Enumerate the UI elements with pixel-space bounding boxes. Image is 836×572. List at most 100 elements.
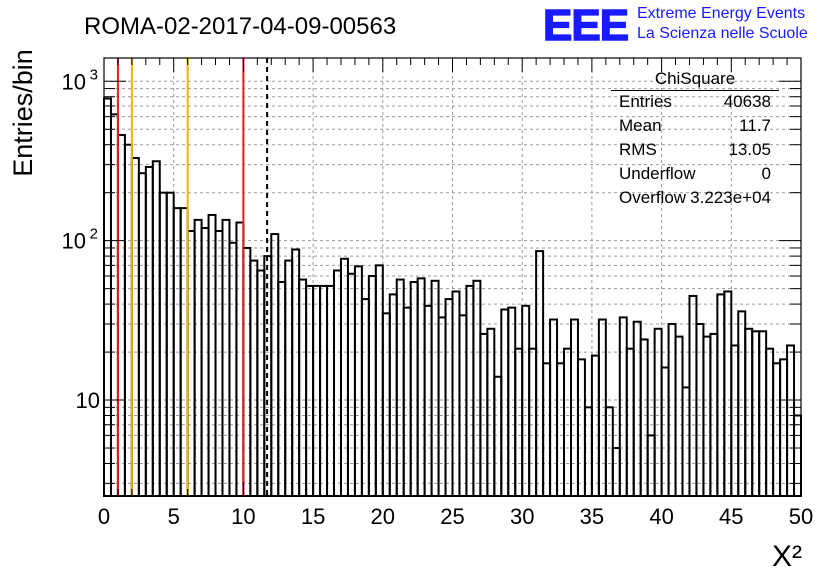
- histogram-bar: [535, 250, 545, 497]
- histogram-bar: [444, 298, 454, 497]
- x-tick-label: 20: [371, 504, 395, 529]
- x-tick-label: 35: [580, 504, 604, 529]
- histogram-bar: [353, 265, 363, 497]
- histogram-bar: [730, 344, 740, 497]
- y-tick-label: 10: [76, 388, 100, 413]
- stats-row-rms: RMS 13.05: [619, 140, 771, 164]
- histogram-bar: [639, 338, 649, 497]
- histogram-bar: [451, 290, 461, 497]
- histogram-bar: [758, 330, 768, 497]
- y-axis-label: Entries/bin: [8, 49, 38, 177]
- histogram-bar: [270, 233, 280, 497]
- histogram-bar: [207, 213, 217, 498]
- stats-box-title: ChiSquare: [654, 69, 736, 88]
- axes: [103, 57, 802, 497]
- histogram-bar: [486, 327, 496, 498]
- eee-logo-mark: EEE: [542, 0, 630, 51]
- histogram-bar: [660, 366, 670, 497]
- logo-line-2: La Scienza nelle Scuole: [637, 25, 808, 42]
- histogram-bar: [521, 304, 531, 497]
- histogram-bar: [618, 316, 628, 497]
- histogram-bar: [737, 310, 747, 498]
- histogram-bar: [723, 290, 733, 497]
- histogram-bar: [779, 358, 789, 497]
- histogram-bar: [312, 284, 322, 498]
- stats-label: Underflow: [619, 164, 696, 183]
- histogram-bar: [326, 284, 336, 498]
- histogram-bar: [193, 218, 203, 497]
- histogram-bar: [681, 386, 691, 498]
- histogram-bar: [556, 362, 566, 498]
- histogram-bar: [437, 316, 447, 497]
- histogram-bar: [695, 323, 705, 497]
- histogram-bar: [458, 314, 468, 498]
- stats-row-overflow: Overflow 3.223e+04: [619, 188, 771, 212]
- histogram-bar: [646, 434, 656, 498]
- histogram-bar: [674, 335, 684, 497]
- histogram-bar: [625, 347, 635, 497]
- histogram-bar: [123, 143, 133, 497]
- stats-value: 3.223e+04: [690, 188, 771, 207]
- stats-label: Overflow: [619, 188, 687, 207]
- x-tick-label: 10: [231, 504, 255, 529]
- histogram-bar: [360, 298, 370, 497]
- histogram-bar: [667, 323, 677, 497]
- stats-box: ChiSquare Entries 40638 Mean 11.7 RMS 13.05…: [611, 66, 779, 212]
- histogram-bar: [228, 241, 238, 497]
- histogram-bar: [563, 347, 572, 497]
- eee-logo: EEE: [542, 0, 633, 51]
- histogram-bar: [702, 335, 712, 497]
- histogram-bar: [751, 330, 761, 497]
- histogram-bar: [772, 362, 782, 498]
- x-tick-label: 15: [301, 504, 325, 529]
- histogram-bar: [305, 284, 315, 498]
- stats-value: 13.05: [728, 140, 771, 159]
- x-tick-label: 25: [440, 504, 464, 529]
- histogram-bar: [291, 248, 301, 497]
- x-tick-label: 40: [649, 504, 673, 529]
- stats-value: 40638: [723, 92, 771, 111]
- histogram-bar: [158, 191, 168, 497]
- histogram-bar: [151, 160, 161, 497]
- x-tick-label: 30: [510, 504, 534, 529]
- histogram-bar: [165, 191, 175, 497]
- histogram-bar: [346, 272, 356, 497]
- y-tick-label: 10: [62, 229, 86, 254]
- eee-logo-text: Extreme Energy Events La Scienza nelle S…: [637, 4, 808, 44]
- histogram-bar: [200, 227, 210, 497]
- histogram-bar: [765, 347, 775, 497]
- histogram-bar: [744, 327, 754, 498]
- stats-label: Mean: [619, 116, 662, 135]
- y-tick-exponent: 3: [90, 66, 98, 83]
- histogram-bar: [144, 165, 154, 497]
- y-tick-exponent: 2: [90, 226, 98, 243]
- histogram-bar: [583, 406, 593, 498]
- histogram-bar: [284, 259, 294, 497]
- histogram-bar: [528, 347, 538, 497]
- histogram-bar: [465, 284, 475, 498]
- histogram-bar: [374, 264, 384, 497]
- logo-line-1: Extreme Energy Events: [637, 5, 806, 22]
- histogram-bar: [479, 332, 489, 498]
- histogram-bar: [381, 312, 391, 497]
- histogram-bar: [339, 257, 349, 497]
- histogram-bar: [221, 218, 231, 497]
- histogram-bar: [242, 246, 252, 497]
- histogram-bar: [590, 354, 600, 497]
- histogram-bar: [604, 406, 614, 498]
- histogram-bar: [688, 294, 698, 497]
- histogram-bar: [116, 134, 126, 497]
- histogram-bar: [423, 304, 433, 497]
- histogram-bar: [493, 375, 503, 498]
- x-tick-label: 5: [168, 504, 180, 529]
- stats-box-divider: [611, 90, 779, 91]
- histogram-bar: [793, 414, 803, 497]
- stats-row-underflow: Underflow 0: [619, 164, 771, 188]
- x-tick-label: 50: [789, 504, 813, 529]
- histogram-bar: [402, 306, 412, 497]
- histogram-bar: [500, 308, 510, 497]
- histogram-bar: [542, 362, 552, 498]
- histogram-bar: [786, 344, 796, 497]
- histogram-bar: [514, 347, 524, 497]
